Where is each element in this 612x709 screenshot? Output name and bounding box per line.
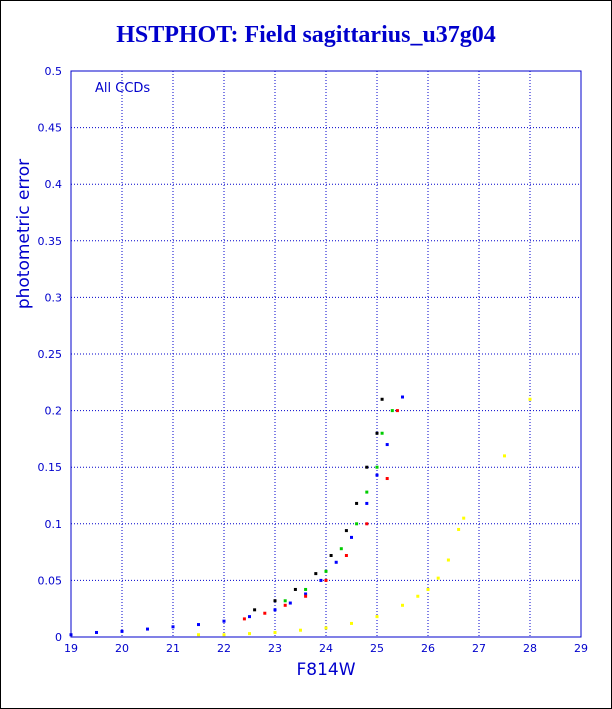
data-point: [242, 617, 246, 621]
data-point: [446, 558, 450, 562]
data-point: [334, 560, 338, 564]
x-tick-label: 19: [64, 642, 78, 655]
data-point: [293, 587, 297, 591]
data-point: [390, 409, 394, 413]
data-point: [344, 529, 348, 533]
y-tick-label: 0.35: [38, 235, 63, 248]
tick-labels: 19 20 21 22 23 24 25 26 27 28 29 0 0.05 0.1 0.15 0.2 0.2…: [38, 65, 589, 655]
data-point: [319, 578, 323, 582]
data-point: [120, 629, 124, 633]
data-point: [375, 473, 379, 477]
data-point: [253, 608, 257, 612]
data-point: [416, 594, 420, 598]
y-tick-label: 0: [55, 631, 62, 644]
data-point: [385, 443, 389, 447]
x-tick-label: 23: [268, 642, 282, 655]
data-points: [69, 395, 532, 637]
data-point: [95, 630, 98, 634]
y-tick-label: 0.1: [45, 518, 63, 531]
data-point: [457, 527, 461, 531]
data-point: [299, 628, 302, 632]
data-point: [355, 501, 359, 505]
y-tick-label: 0.5: [45, 65, 63, 78]
data-point: [503, 454, 506, 458]
data-point: [197, 623, 200, 627]
data-point: [462, 516, 466, 520]
y-axis-label: photometric error: [14, 159, 34, 309]
y-tick-label: 0.4: [45, 178, 63, 191]
data-point: [365, 501, 369, 505]
data-point: [385, 477, 389, 481]
data-point: [426, 587, 430, 591]
data-point: [365, 465, 369, 469]
data-point: [528, 397, 532, 401]
data-point: [380, 431, 384, 435]
data-point: [375, 615, 379, 619]
data-point: [304, 592, 308, 596]
x-tick-label: 29: [574, 642, 588, 655]
data-point: [222, 619, 226, 623]
data-point: [273, 630, 277, 634]
data-point: [365, 522, 369, 526]
data-point: [263, 611, 267, 615]
data-point: [350, 621, 353, 625]
x-tick-label: 20: [115, 642, 129, 655]
data-point: [146, 627, 149, 631]
y-tick-label: 0.3: [45, 291, 63, 304]
data-point: [304, 587, 308, 591]
y-tick-label: 0.45: [38, 122, 63, 135]
x-tick-label: 24: [319, 642, 333, 655]
data-point: [355, 522, 359, 526]
data-point: [248, 632, 251, 636]
x-tick-label: 21: [166, 642, 180, 655]
data-point: [436, 576, 440, 580]
x-tick-label: 27: [472, 642, 486, 655]
data-point: [288, 601, 292, 605]
data-point: [350, 535, 353, 539]
data-point: [395, 409, 399, 413]
grid: [70, 70, 582, 638]
data-point: [324, 569, 328, 573]
data-point: [248, 615, 251, 619]
plot-area: [70, 70, 582, 638]
chart-title: HSTPHOT: Field sagittarius_u37g04: [116, 22, 496, 48]
data-point: [375, 431, 379, 435]
x-tick-label: 22: [217, 642, 231, 655]
x-axis-label: F814W: [296, 660, 355, 680]
y-tick-label: 0.15: [38, 461, 63, 474]
data-point: [197, 633, 200, 637]
data-point: [365, 490, 369, 494]
data-point: [380, 397, 384, 401]
data-point: [375, 465, 379, 469]
data-point: [314, 572, 318, 576]
x-tick-label: 26: [421, 642, 435, 655]
data-point: [344, 553, 348, 557]
annotation-all-ccds: All CCDs: [95, 81, 150, 96]
x-tick-label: 25: [370, 642, 384, 655]
data-point: [273, 599, 277, 603]
data-point: [324, 578, 328, 582]
data-point: [329, 553, 333, 557]
data-point: [324, 626, 328, 630]
y-tick-label: 0.05: [38, 574, 63, 587]
data-point: [401, 603, 404, 607]
data-point: [304, 594, 308, 598]
data-point: [283, 599, 287, 603]
y-tick-label: 0.25: [38, 348, 63, 361]
data-point: [222, 633, 226, 637]
data-point: [339, 547, 343, 551]
data-point: [273, 608, 277, 612]
data-point: [401, 395, 404, 399]
data-point: [171, 625, 175, 629]
y-tick-label: 0.2: [45, 405, 63, 418]
data-point: [283, 603, 287, 607]
x-tick-label: 28: [523, 642, 537, 655]
